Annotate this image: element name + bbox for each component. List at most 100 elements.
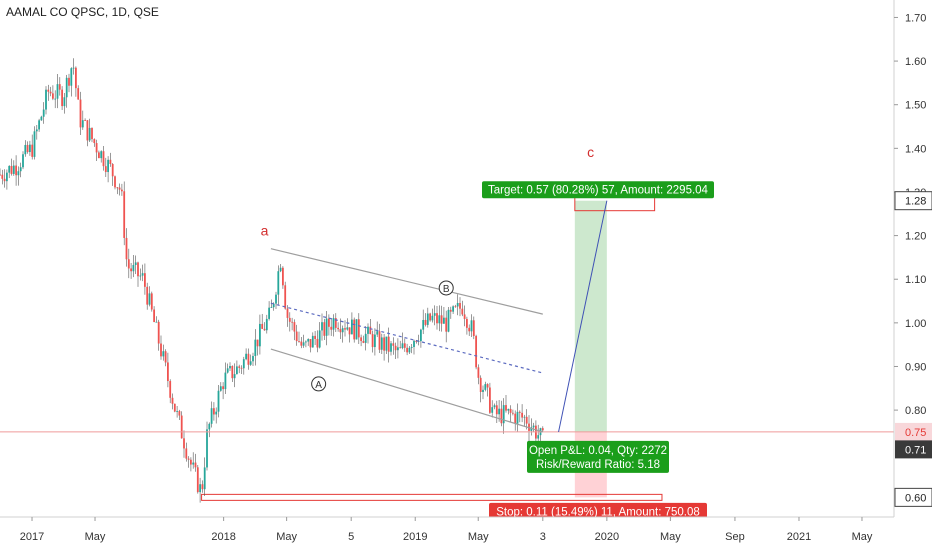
candle-body: [141, 273, 144, 276]
candle-body: [282, 267, 284, 286]
candle-body: [537, 435, 540, 439]
candle-body: [376, 331, 379, 335]
candle-body: [311, 335, 314, 348]
candle-body: [226, 368, 229, 373]
pnl-label-box: [527, 440, 669, 473]
price-scale-marker: [894, 487, 932, 507]
candle-body: [203, 467, 206, 490]
candles: [0, 58, 544, 503]
candle-body: [298, 341, 300, 342]
candle-body: [68, 77, 70, 86]
candle-body: [502, 405, 505, 424]
candle-body: [392, 343, 395, 346]
candle-body: [383, 337, 386, 351]
wave-circle: [311, 376, 327, 392]
candle-body: [532, 425, 535, 428]
x-tick-label: May: [276, 531, 297, 543]
candle-body: [47, 89, 50, 92]
candle-body: [249, 361, 252, 365]
candle-body: [369, 326, 372, 335]
x-tick-label: 2021: [787, 531, 811, 543]
candle-body: [429, 313, 432, 321]
candle-body: [316, 338, 319, 348]
y-tick-label: 1.40: [905, 143, 926, 155]
candle-body: [95, 143, 98, 153]
candle-body: [443, 317, 445, 324]
price-scale-label: 0.75: [905, 427, 926, 439]
candle-body: [426, 313, 429, 325]
candle-body: [491, 407, 494, 413]
candle-body: [40, 116, 43, 121]
candle-body: [187, 458, 190, 460]
candle-body: [77, 88, 80, 100]
candle-body: [259, 323, 261, 347]
candle-body: [463, 314, 466, 319]
candle-body: [63, 97, 66, 107]
candle-body: [210, 408, 213, 424]
candle-body: [132, 264, 135, 272]
candle-body: [415, 340, 418, 342]
candle-body: [42, 109, 45, 117]
candle-body: [477, 367, 480, 378]
y-tick-label: 1.70: [905, 12, 926, 24]
candle-body: [180, 415, 183, 439]
candle-body: [6, 172, 8, 182]
channel-upper-line: [270, 248, 543, 315]
candle-body: [456, 303, 459, 307]
price-scale-marker: [895, 440, 932, 459]
candle-body: [72, 67, 75, 69]
candle-body: [355, 319, 358, 340]
candle-body: [541, 428, 544, 431]
candle-body: [0, 174, 1, 176]
candle-body: [169, 381, 172, 398]
candle-body: [433, 313, 436, 316]
candle-body: [447, 309, 450, 332]
candle-body: [35, 129, 38, 132]
candle-body: [445, 317, 448, 332]
candle-body: [486, 384, 489, 388]
candle-body: [459, 303, 461, 309]
projection-line: [558, 200, 608, 433]
candle-body: [523, 416, 526, 418]
price-scale-label: 0.60: [905, 492, 926, 504]
x-tick-label: Sep: [725, 531, 745, 543]
candle-body: [38, 120, 41, 130]
candle-body: [505, 405, 507, 411]
candle-body: [65, 77, 68, 98]
candle-body: [500, 408, 503, 424]
y-tick-label: 1.60: [905, 56, 926, 68]
candle-body: [401, 343, 404, 348]
candle-body: [337, 327, 340, 330]
y-tick-label: 1.00: [905, 318, 926, 330]
x-axis-bg: [0, 517, 932, 550]
candle-body: [8, 165, 11, 173]
candle-body: [318, 330, 321, 348]
x-tick-label: May: [852, 531, 873, 543]
candle-body: [208, 423, 211, 430]
candle-body: [56, 84, 59, 99]
candle-body: [114, 176, 116, 188]
candle-body: [493, 405, 496, 408]
candle-body: [247, 353, 250, 365]
candle-body: [357, 319, 360, 338]
candle-body: [123, 191, 126, 238]
candle-body: [116, 187, 119, 189]
candle-body: [390, 343, 392, 352]
candle-body: [353, 319, 356, 340]
candle-body: [265, 318, 268, 331]
candle-body: [238, 366, 241, 368]
candle-body: [330, 326, 333, 330]
symbol-title: AAMAL CO QPSC, 1D, QSE: [6, 5, 159, 19]
candle-body: [509, 408, 512, 413]
y-tick-label: 1.20: [905, 231, 926, 243]
candle-body: [178, 410, 181, 416]
candle-body: [397, 347, 399, 351]
candle-body: [201, 484, 204, 490]
candle-body: [91, 127, 93, 140]
x-tick-label: 5: [348, 531, 354, 543]
candle-body: [167, 362, 169, 382]
candle-body: [219, 386, 222, 391]
candle-body: [127, 259, 130, 269]
